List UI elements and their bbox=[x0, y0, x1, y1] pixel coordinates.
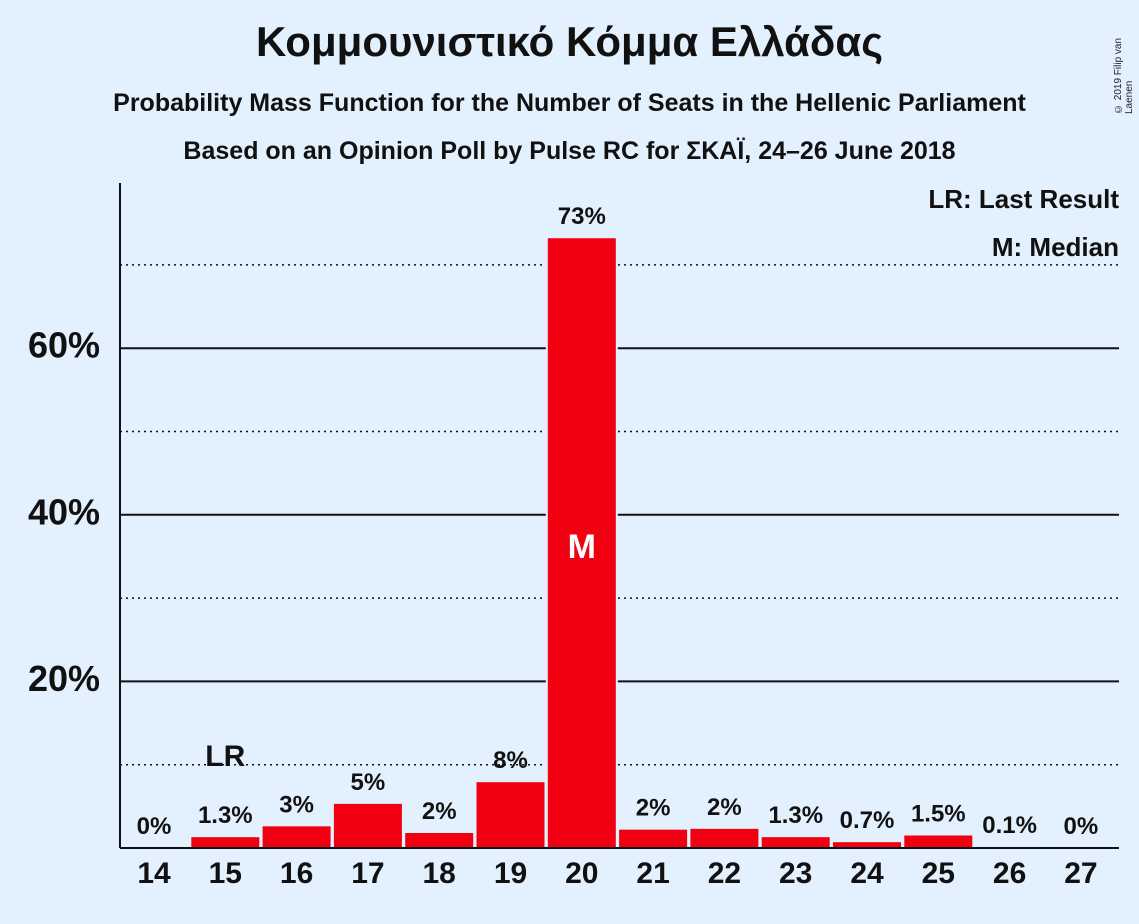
bar bbox=[619, 829, 688, 848]
x-tick-label: 23 bbox=[779, 857, 812, 890]
bar bbox=[191, 837, 260, 848]
data-label: 1.5% bbox=[911, 801, 966, 828]
x-tick-label: 25 bbox=[922, 857, 955, 890]
data-label: 2% bbox=[422, 798, 457, 825]
data-label: 3% bbox=[279, 791, 314, 818]
bar bbox=[262, 826, 331, 848]
bar bbox=[833, 842, 901, 848]
x-tick-label: 24 bbox=[850, 857, 884, 890]
data-label: 0% bbox=[137, 813, 172, 840]
median-marker: M bbox=[568, 528, 596, 566]
bar bbox=[690, 828, 759, 848]
x-tick-label: 22 bbox=[708, 857, 741, 890]
data-label: 0.7% bbox=[840, 807, 895, 834]
bar bbox=[405, 833, 474, 848]
x-tick-label: 27 bbox=[1064, 857, 1097, 890]
chart-subtitle: Probability Mass Function for the Number… bbox=[113, 89, 1026, 117]
x-tick-label: 16 bbox=[280, 857, 313, 890]
data-label: 1.3% bbox=[198, 802, 253, 829]
data-label: 1.3% bbox=[768, 802, 823, 829]
bar bbox=[333, 803, 402, 848]
x-tick-label: 20 bbox=[565, 857, 598, 890]
data-label: 2% bbox=[636, 795, 671, 822]
data-label: 73% bbox=[558, 203, 606, 230]
data-label: 5% bbox=[351, 769, 386, 796]
x-tick-label: 14 bbox=[137, 857, 171, 890]
chart-source: Based on an Opinion Poll by Pulse RC for… bbox=[183, 137, 956, 165]
x-tick-label: 19 bbox=[494, 857, 527, 890]
legend-median: M: Median bbox=[991, 232, 1119, 262]
bar bbox=[547, 238, 616, 848]
y-tick-label: 20% bbox=[28, 658, 100, 699]
x-tick-label: 15 bbox=[209, 857, 242, 890]
bar bbox=[761, 837, 830, 848]
y-tick-label: 40% bbox=[28, 491, 100, 532]
x-tick-label: 18 bbox=[423, 857, 456, 890]
y-tick-label: 60% bbox=[28, 325, 100, 366]
bar bbox=[476, 782, 545, 848]
x-tick-label: 21 bbox=[636, 857, 669, 890]
data-label: 0.1% bbox=[982, 812, 1037, 839]
data-label: 8% bbox=[493, 747, 528, 774]
last-result-marker: LR bbox=[205, 740, 245, 773]
data-label: 0% bbox=[1064, 813, 1099, 840]
x-tick-label: 26 bbox=[993, 857, 1026, 890]
bar-outline bbox=[973, 845, 1046, 848]
legend-last-result: LR: Last Result bbox=[928, 184, 1119, 214]
chart-title: Κομμουνιστικό Κόμμα Ελλάδας bbox=[255, 18, 884, 65]
bar bbox=[904, 835, 973, 848]
x-tick-label: 17 bbox=[351, 857, 384, 890]
data-label: 2% bbox=[707, 794, 742, 821]
